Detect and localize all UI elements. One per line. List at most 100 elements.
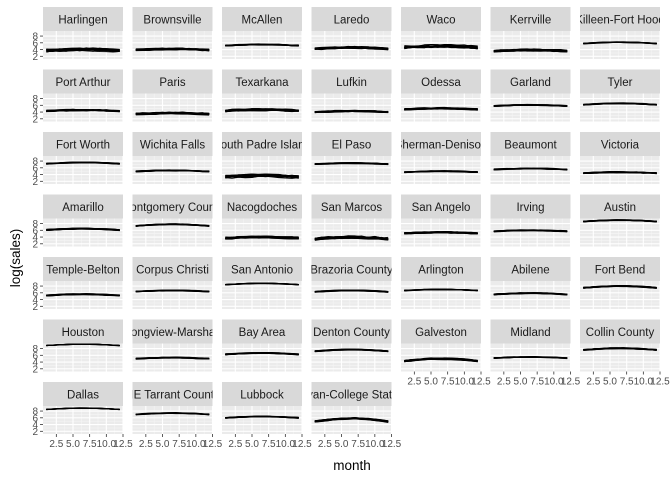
facet-panel: Paris <box>132 69 214 122</box>
x-tick-label: 5.0 <box>603 377 617 388</box>
x-tick-label: 12.5 <box>650 377 670 388</box>
x-tick-label: 5.0 <box>514 377 528 388</box>
facet-panel: Tyler <box>580 69 661 122</box>
y-axis-title: log(sales) <box>8 229 23 288</box>
y-tick-label: 8 <box>32 219 38 230</box>
series-line <box>493 292 568 296</box>
x-tick-label: 7.5 <box>351 439 365 450</box>
facet-panel: El Paso <box>311 132 393 184</box>
x-tick-label: 12.5 <box>382 439 402 450</box>
series-line <box>404 358 478 362</box>
x-tick-label: 10.0 <box>365 439 385 450</box>
facet-panel: Victoria <box>580 132 661 184</box>
series-lines <box>404 231 478 235</box>
facet-panel: Arlington <box>401 257 482 309</box>
series-lines <box>583 347 657 351</box>
facet-panel: Garland <box>490 69 572 122</box>
series-lines <box>314 45 389 51</box>
facet-strip <box>490 194 571 219</box>
facet-panel: Brazoria County <box>310 257 393 309</box>
plot-background <box>490 281 571 309</box>
series-line <box>404 108 478 111</box>
facet-label: Brazoria County <box>310 265 393 277</box>
series-line <box>46 161 120 165</box>
facet-panel: Beaumont <box>490 132 572 184</box>
series-lines <box>583 285 657 289</box>
series-line <box>493 49 568 52</box>
y-tick-label: 4 <box>32 45 38 56</box>
series-lines <box>583 41 657 45</box>
facet-strip <box>222 132 302 156</box>
series-line <box>225 236 299 239</box>
facet-panel: NE Tarrant County <box>132 382 214 434</box>
series-lines <box>314 348 389 353</box>
series-lines <box>583 171 657 175</box>
series-line <box>493 356 568 359</box>
facet-label: Abilene <box>511 265 549 277</box>
series-lines <box>225 415 299 419</box>
plot-background <box>311 93 392 122</box>
series-line <box>46 293 120 296</box>
series-lines <box>135 223 210 227</box>
series-lines <box>135 111 210 116</box>
series-line <box>135 289 210 292</box>
facet-panel: Abilene <box>490 257 572 309</box>
facet-panel: Bryan-College Station <box>311 382 393 434</box>
plot-background <box>43 218 123 247</box>
plot-background <box>580 156 660 184</box>
series-lines <box>46 227 120 232</box>
series-lines <box>493 167 568 171</box>
facet-label: Odessa <box>421 77 461 89</box>
facet-strip <box>490 319 571 344</box>
plot-background <box>580 31 660 59</box>
facet-panel: South Padre Island <box>222 132 303 184</box>
facet-strip <box>311 69 392 94</box>
plot-background <box>132 93 213 122</box>
x-tick-label: 5.0 <box>424 377 438 388</box>
series-lines <box>583 102 657 106</box>
series-line <box>404 357 478 362</box>
series-line <box>135 169 210 172</box>
series-line <box>314 109 389 113</box>
series-line <box>583 220 657 223</box>
series-lines <box>404 170 478 174</box>
series-line <box>583 41 657 44</box>
facet-strip <box>401 69 481 94</box>
x-tick-label: 7.5 <box>441 377 455 388</box>
gridlines <box>311 343 393 372</box>
facet-strip <box>580 132 660 156</box>
facet-strip <box>43 69 123 94</box>
series-lines <box>493 229 568 233</box>
plot-background <box>132 406 213 434</box>
facet-label: Paris <box>159 77 185 89</box>
plot-background <box>222 281 302 309</box>
plot-background <box>580 93 660 122</box>
facet-panel: Montgomery County <box>132 194 214 247</box>
facet-strip <box>580 319 660 344</box>
plot-background <box>132 218 213 247</box>
gridlines <box>43 218 124 247</box>
facet-panel: Lubbock <box>222 382 303 434</box>
y-tick-label: 4 <box>32 295 38 306</box>
facet-strip <box>222 69 302 94</box>
series-lines <box>314 289 389 293</box>
gridlines <box>580 93 661 122</box>
facet-label: Longview-Marshall <box>125 327 221 339</box>
gridlines <box>43 281 124 309</box>
y-tick-label: 4 <box>32 233 38 244</box>
plot-background <box>401 156 481 184</box>
series-lines <box>314 162 389 166</box>
facet-strip <box>311 257 392 281</box>
facet-label: Galveston <box>415 327 467 339</box>
facet-label: Kerrville <box>510 15 552 27</box>
facet-label: Denton County <box>313 327 390 339</box>
series-line <box>225 174 299 178</box>
x-tick-label: 2.5 <box>228 439 242 450</box>
facet-panel: Dallas <box>43 382 124 434</box>
x-tick-label: 10.0 <box>634 377 654 388</box>
plot-background <box>401 281 481 309</box>
series-line <box>314 418 389 423</box>
plot-background <box>43 93 123 122</box>
series-line <box>225 352 299 355</box>
x-tick-label: 7.5 <box>172 439 186 450</box>
